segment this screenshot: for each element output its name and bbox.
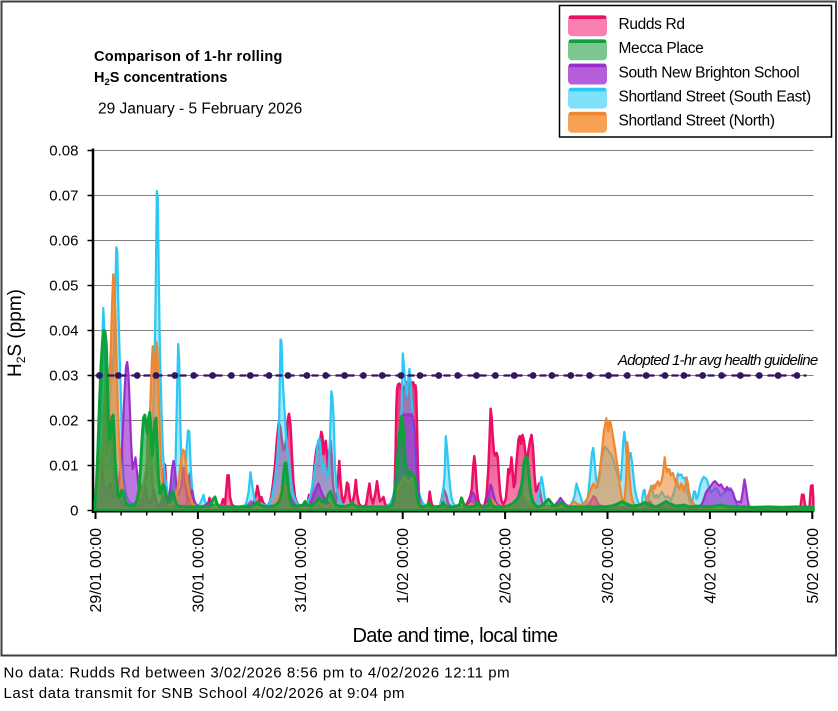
- svg-text:3/02 00:00: 3/02 00:00: [600, 528, 617, 604]
- svg-text:Rudds Rd: Rudds Rd: [619, 16, 685, 33]
- svg-text:0.03: 0.03: [49, 368, 78, 385]
- svg-text:No data: Rudds Rd between 3/02: No data: Rudds Rd between 3/02/2026 8:56…: [4, 665, 511, 682]
- svg-text:0.04: 0.04: [49, 323, 78, 340]
- svg-text:2/02 00:00: 2/02 00:00: [498, 528, 515, 604]
- svg-text:Last data transmit for SNB Sch: Last data transmit for SNB School 4/02/2…: [4, 685, 406, 702]
- svg-text:30/01 00:00: 30/01 00:00: [190, 528, 207, 613]
- svg-text:H2S (ppm): H2S (ppm): [5, 289, 28, 377]
- svg-text:0.01: 0.01: [49, 458, 78, 475]
- svg-text:31/01 00:00: 31/01 00:00: [293, 528, 310, 613]
- svg-text:Comparison of 1-hr rolling: Comparison of 1-hr rolling: [94, 49, 283, 65]
- svg-text:29 January - 5 February 2026: 29 January - 5 February 2026: [98, 101, 302, 118]
- svg-text:29/01 00:00: 29/01 00:00: [88, 528, 105, 613]
- svg-text:H2S concentrations: H2S concentrations: [94, 70, 227, 88]
- svg-text:5/02 00:00: 5/02 00:00: [805, 528, 822, 604]
- svg-text:Shortland Street (North): Shortland Street (North): [619, 113, 775, 130]
- svg-text:0.02: 0.02: [49, 413, 78, 430]
- svg-text:0: 0: [70, 503, 78, 520]
- svg-text:0.05: 0.05: [49, 278, 78, 295]
- svg-text:0.06: 0.06: [49, 233, 78, 250]
- svg-text:South New Brighton School: South New Brighton School: [619, 64, 800, 81]
- svg-text:0.08: 0.08: [49, 143, 78, 160]
- svg-text:Shortland Street (South East): Shortland Street (South East): [619, 88, 812, 105]
- svg-text:Date and time, local time: Date and time, local time: [352, 625, 558, 647]
- svg-text:1/02 00:00: 1/02 00:00: [395, 528, 412, 604]
- svg-text:Mecca Place: Mecca Place: [619, 40, 704, 57]
- svg-text:0.07: 0.07: [49, 188, 78, 205]
- svg-text:4/02 00:00: 4/02 00:00: [702, 528, 719, 604]
- svg-text:Adopted 1-hr avg health guidel: Adopted 1-hr avg health guideline: [617, 352, 818, 369]
